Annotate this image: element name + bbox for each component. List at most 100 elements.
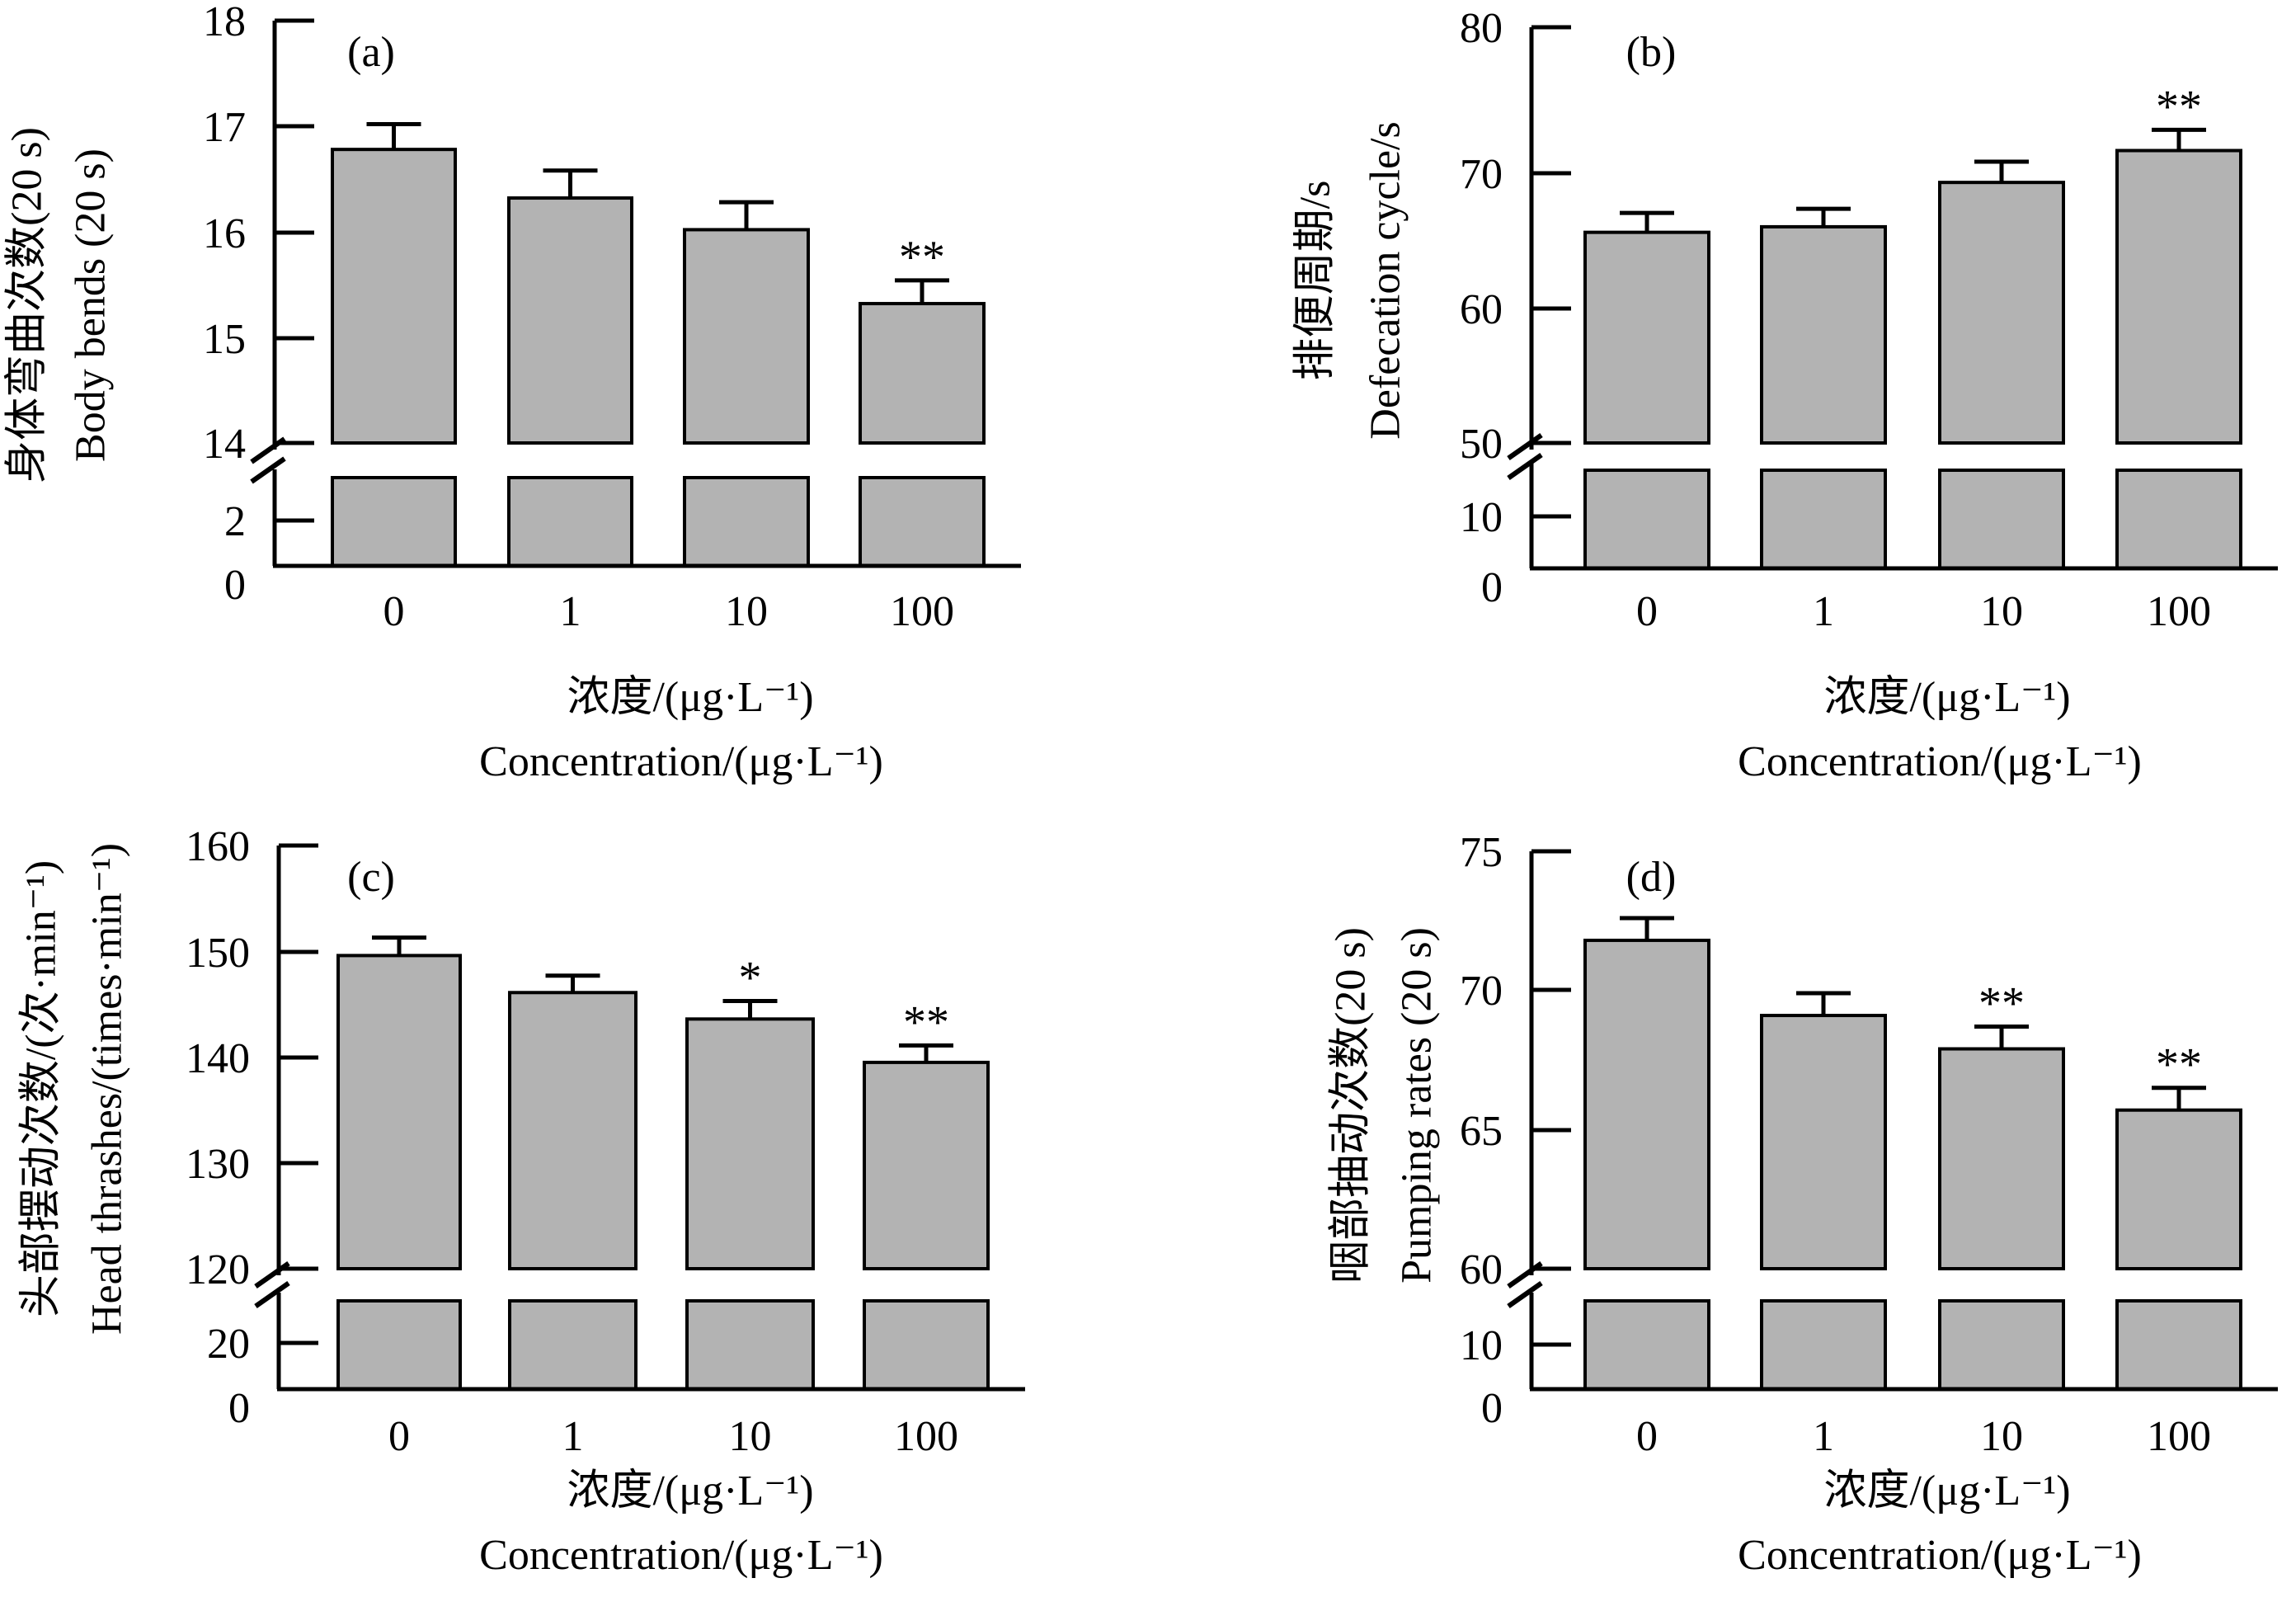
y-tick-label: 18 [203, 0, 246, 45]
y-tick-label: 80 [1460, 5, 1503, 52]
bar-lower-0 [1583, 469, 1710, 570]
bar-1 [507, 196, 633, 445]
x-axis-title-cn: 浓度/(μg·L⁻¹) [1823, 674, 2070, 721]
significance-mark: * [739, 953, 762, 1004]
x-tick-label: 10 [1980, 1413, 2023, 1460]
y-tick-label: 10 [1460, 1322, 1503, 1369]
significance-mark: ** [1978, 978, 2025, 1029]
axis-break-mark [1507, 453, 1543, 480]
axis-break-mark [250, 456, 286, 484]
x-tick-label: 100 [890, 588, 954, 635]
x-tick-label: 1 [1813, 1413, 1834, 1460]
bar-lower-100 [863, 1299, 990, 1391]
x-axis-title-en: Concentration/(μg·L⁻¹) [479, 1532, 883, 1579]
y-axis-title-en: Body bends (20 s) [68, 148, 115, 462]
y-tick-label: 70 [1460, 151, 1503, 198]
panel-label: (b) [1626, 29, 1677, 76]
y-tick-label: 16 [203, 210, 246, 257]
y-tick-label: 60 [1460, 1246, 1503, 1293]
axis-break-mark [1507, 433, 1543, 460]
significance-mark: ** [903, 996, 949, 1048]
x-tick-label: 1 [1813, 588, 1834, 635]
bar-lower-0 [331, 476, 457, 568]
bar-100 [863, 1060, 990, 1270]
y-axis-title-cn: 头部摆动次数/(次·min⁻¹) [18, 860, 65, 1317]
bar-1 [508, 991, 638, 1270]
bar-lower-10 [685, 1299, 815, 1391]
panel-a: 0 1 10 ** 100 18 17 16 15 14 2 0 (a) 浓度/(μg·L⁻¹) Conce… [3, 0, 1021, 785]
x-tick-label: 100 [894, 1413, 958, 1460]
x-axis-title-cn: 浓度/(μg·L⁻¹) [1823, 1467, 2070, 1515]
y-tick-label: 20 [207, 1321, 250, 1368]
y-tick-label: 60 [1460, 286, 1503, 333]
bar-100 [2115, 1108, 2242, 1270]
x-tick-label: 10 [725, 588, 768, 635]
bar-lower-100 [859, 476, 986, 568]
x-tick-label: 0 [388, 1413, 410, 1460]
y-tick-label: 150 [186, 930, 250, 977]
x-axis-title-en: Concentration/(μg·L⁻¹) [1738, 738, 2142, 785]
significance-mark: ** [2156, 81, 2202, 132]
x-tick-label: 0 [383, 588, 405, 635]
bar-lower-10 [683, 476, 810, 568]
panel-label: (d) [1626, 854, 1677, 901]
bar-1 [1760, 224, 1887, 445]
x-tick-label: 0 [1636, 1413, 1658, 1460]
y-tick-label: 0 [228, 1385, 250, 1432]
x-tick-label: 10 [1980, 588, 2023, 635]
y-tick-label: 0 [1481, 1385, 1503, 1432]
x-tick-label: 0 [1636, 588, 1658, 635]
y-axis-title-en: Head thrashes/(times·min⁻¹) [84, 843, 131, 1335]
y-axis-title-en: Pumping rates (20 s) [1394, 927, 1441, 1284]
bar-lower-1 [1760, 1299, 1887, 1391]
significance-mark: ** [2156, 1039, 2202, 1091]
y-tick-label: 0 [224, 562, 246, 609]
y-tick-label: 50 [1460, 421, 1503, 468]
y-tick-label: 140 [186, 1035, 250, 1082]
bar-10 [685, 1017, 815, 1270]
panel-label: (c) [347, 854, 395, 901]
x-tick-label: 1 [560, 588, 581, 635]
bar-lower-1 [508, 1299, 638, 1391]
y-tick-label: 65 [1460, 1108, 1503, 1155]
significance-mark: ** [899, 232, 945, 283]
y-tick-label: 130 [186, 1141, 250, 1188]
bar-lower-0 [336, 1299, 462, 1391]
x-axis-title-en: Concentration/(μg·L⁻¹) [479, 738, 883, 785]
x-axis-title-cn: 浓度/(μg·L⁻¹) [567, 674, 813, 721]
y-axis-title-cn: 咽部抽动次数(20 s) [1328, 927, 1375, 1284]
bar-lower-1 [1760, 469, 1887, 570]
x-tick-label: 100 [2147, 1413, 2211, 1460]
x-tick-label: 10 [729, 1413, 772, 1460]
bar-10 [1938, 181, 2065, 445]
bar-0 [331, 148, 457, 445]
panel-label: (a) [347, 29, 395, 76]
y-tick-label: 0 [1481, 564, 1503, 611]
panel-d: 0 1**10**10075706560100(d)浓度/(μg·L⁻¹)Conc… [1328, 829, 2278, 1579]
panel-c: 0 1 * 10 ** 100 160 150 140 130 120 20 0 (c) 浓度/(μg·L⁻… [18, 823, 1025, 1579]
bar-lower-10 [1938, 469, 2065, 570]
bar-0 [336, 954, 462, 1270]
bar-100 [859, 302, 986, 445]
axis-break-mark [254, 1281, 290, 1308]
bar-lower-10 [1938, 1299, 2065, 1391]
y-axis-title-cn: 身体弯曲次数(20 s) [3, 127, 51, 483]
y-tick-label: 2 [224, 498, 246, 545]
bar-1 [1760, 1014, 1887, 1270]
y-tick-label: 10 [1460, 494, 1503, 541]
bar-lower-100 [2115, 469, 2242, 570]
bar-0 [1583, 230, 1710, 445]
y-tick-label: 15 [203, 316, 246, 363]
bar-10 [1938, 1047, 2065, 1271]
bar-10 [683, 228, 810, 445]
x-axis-title-cn: 浓度/(μg·L⁻¹) [567, 1467, 813, 1515]
y-tick-label: 160 [186, 823, 250, 870]
bar-lower-0 [1583, 1299, 1710, 1391]
panel-b: 0 1 10**10080706050100(b)浓度/(μg·L⁻¹)Concen… [1292, 5, 2278, 785]
y-axis-title-en: Defecation cycle/s [1362, 121, 1409, 439]
bar-lower-100 [2115, 1299, 2242, 1391]
y-tick-label: 14 [203, 421, 246, 468]
y-tick-label: 120 [186, 1246, 250, 1293]
bar-0 [1583, 938, 1710, 1270]
y-tick-label: 17 [203, 104, 246, 151]
